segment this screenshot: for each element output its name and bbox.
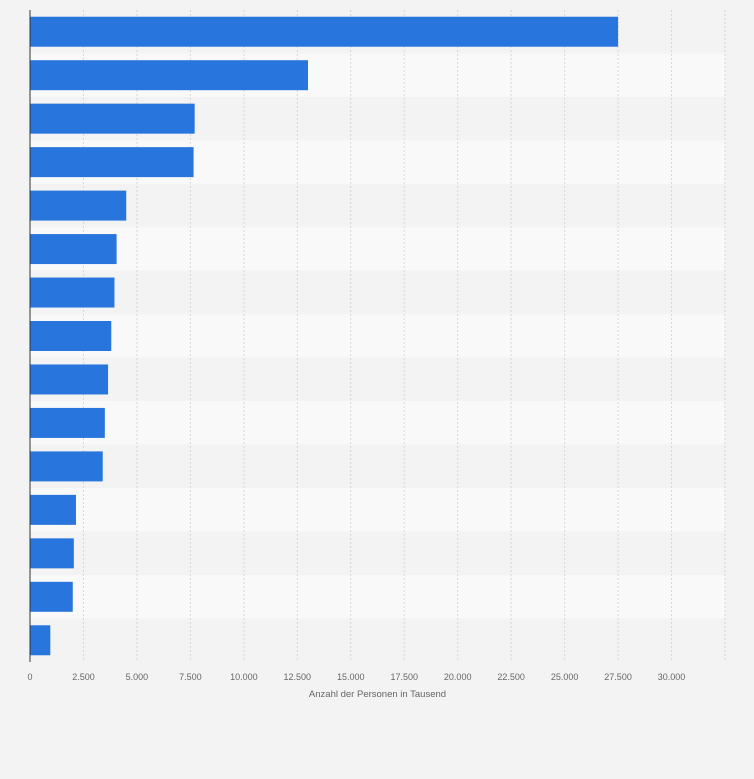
row-band (30, 575, 725, 619)
x-tick-label: 2.500 (72, 672, 95, 682)
row-band (30, 401, 725, 445)
bars (30, 16, 619, 656)
x-tick-label: 15.000 (337, 672, 365, 682)
bar (30, 60, 308, 91)
bar (30, 190, 127, 221)
bar (30, 234, 117, 265)
x-tick-label: 17.500 (390, 672, 418, 682)
x-tick-label: 25.000 (551, 672, 579, 682)
bar (30, 277, 115, 308)
x-tick-labels: 0 2.500 5.000 7.500 10.000 12.500 15.000 17.500… (27, 672, 685, 682)
bar (30, 625, 51, 656)
bar (30, 16, 619, 47)
x-axis-title: Anzahl der Personen in Tausend (309, 689, 446, 700)
bar (30, 538, 74, 569)
x-tick-label: 12.500 (284, 672, 312, 682)
row-band (30, 531, 725, 576)
bar (30, 321, 112, 351)
row-band (30, 227, 725, 271)
x-tick-label: 7.500 (179, 672, 202, 682)
row-band (30, 488, 725, 532)
row-band (30, 270, 725, 315)
row-band (30, 183, 725, 228)
row-band (30, 357, 725, 402)
row-band (30, 618, 725, 662)
row-band (30, 314, 725, 358)
row-bands (30, 10, 725, 662)
x-tick-label: 22.500 (497, 672, 525, 682)
bar (30, 407, 105, 438)
x-tick-label: 0 (27, 672, 32, 682)
x-tick-label: 20.000 (444, 672, 472, 682)
bar (30, 147, 194, 178)
x-tick-label: 10.000 (230, 672, 258, 682)
x-tick-label: 27.500 (604, 672, 632, 682)
bar (30, 581, 73, 612)
bar (30, 494, 76, 525)
row-band (30, 444, 725, 489)
bar (30, 103, 195, 134)
bar (30, 364, 109, 395)
bar (30, 451, 103, 482)
x-tick-label: 5.000 (126, 672, 149, 682)
x-tick-label: 30.000 (658, 672, 686, 682)
